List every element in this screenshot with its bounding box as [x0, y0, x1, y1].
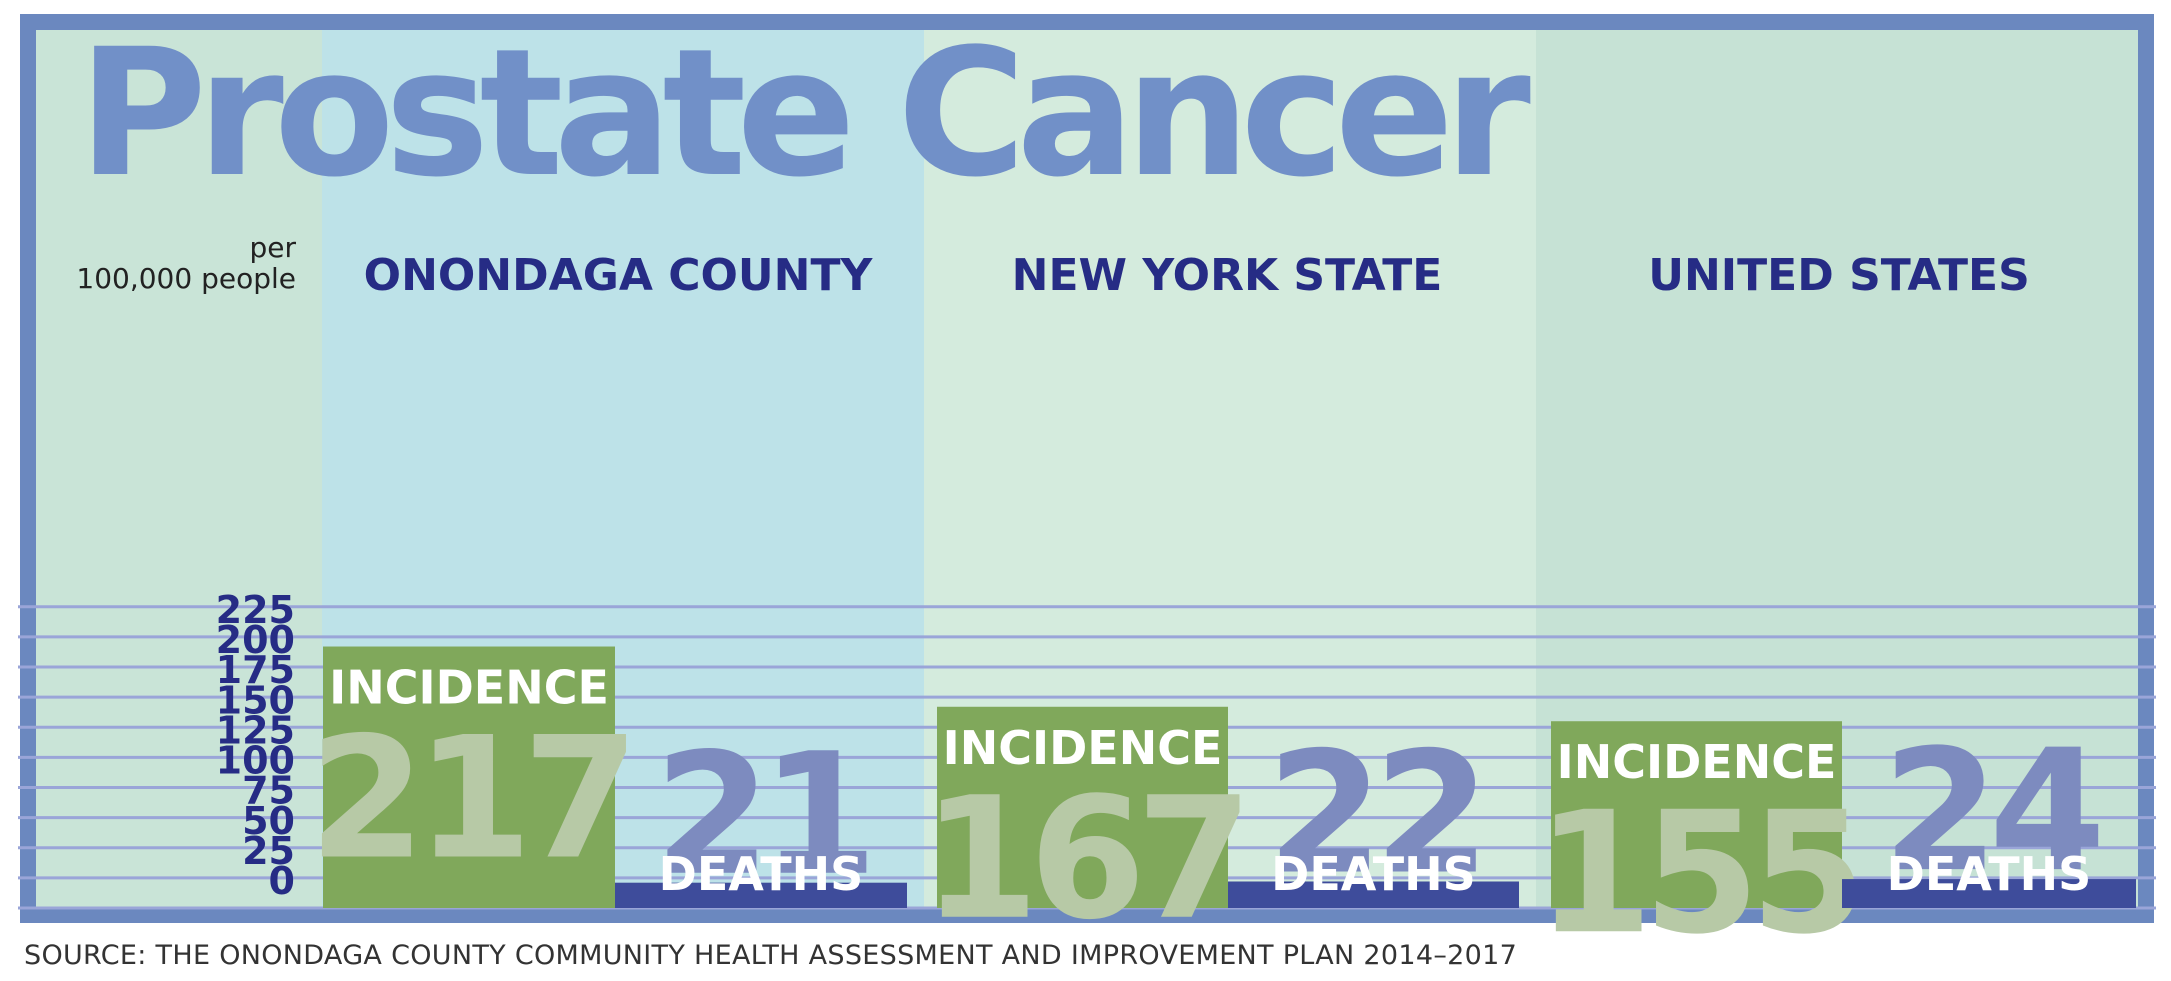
y-tick-label: 0 [269, 859, 295, 903]
region-header: UNITED STATES [1648, 250, 2030, 301]
deaths-bar [1228, 881, 1519, 908]
unit-label: per 100,000 people [76, 232, 296, 294]
region-header: NEW YORK STATE [1012, 250, 1443, 301]
incidence-bar-label: INCIDENCE [329, 661, 609, 715]
deaths-value-label: 21 [654, 717, 868, 913]
incidence-value-label: 167 [922, 761, 1243, 957]
y-tick-label: 150 [216, 678, 295, 722]
incidence-value-label: 155 [1536, 775, 1857, 971]
incidence-bar-label: INCIDENCE [943, 721, 1223, 775]
incidence-bar [323, 646, 615, 908]
unit-label-line2: 100,000 people [76, 262, 296, 295]
y-tick-label: 225 [216, 588, 295, 632]
y-tick-label: 25 [242, 829, 295, 873]
incidence-bar [1551, 721, 1842, 908]
deaths-bar [1842, 879, 2136, 908]
panel-background-0 [36, 30, 322, 908]
y-tick-label: 50 [242, 799, 295, 843]
page-title: Prostate Cancer [78, 11, 1531, 216]
y-tick-label: 100 [216, 739, 295, 783]
deaths-value-label: 22 [1267, 715, 1481, 911]
y-tick-label: 75 [242, 769, 295, 813]
region-header: ONONDAGA COUNTY [364, 250, 874, 301]
deaths-bar-label: DEATHS [1271, 847, 1476, 901]
y-tick-label: 200 [216, 618, 295, 662]
y-tick-label: 175 [216, 648, 295, 692]
deaths-bar [615, 882, 907, 908]
incidence-bar [937, 706, 1228, 908]
deaths-bar-label: DEATHS [1887, 847, 2092, 901]
source-note: SOURCE: THE ONONDAGA COUNTY COMMUNITY HE… [24, 940, 1518, 971]
deaths-value-label: 24 [1882, 713, 2099, 909]
y-tick-label: 125 [216, 708, 295, 752]
incidence-value-label: 217 [309, 701, 630, 897]
unit-label-line1: per [249, 231, 296, 264]
deaths-bar-label: DEATHS [659, 847, 864, 901]
incidence-bar-label: INCIDENCE [1557, 735, 1837, 789]
